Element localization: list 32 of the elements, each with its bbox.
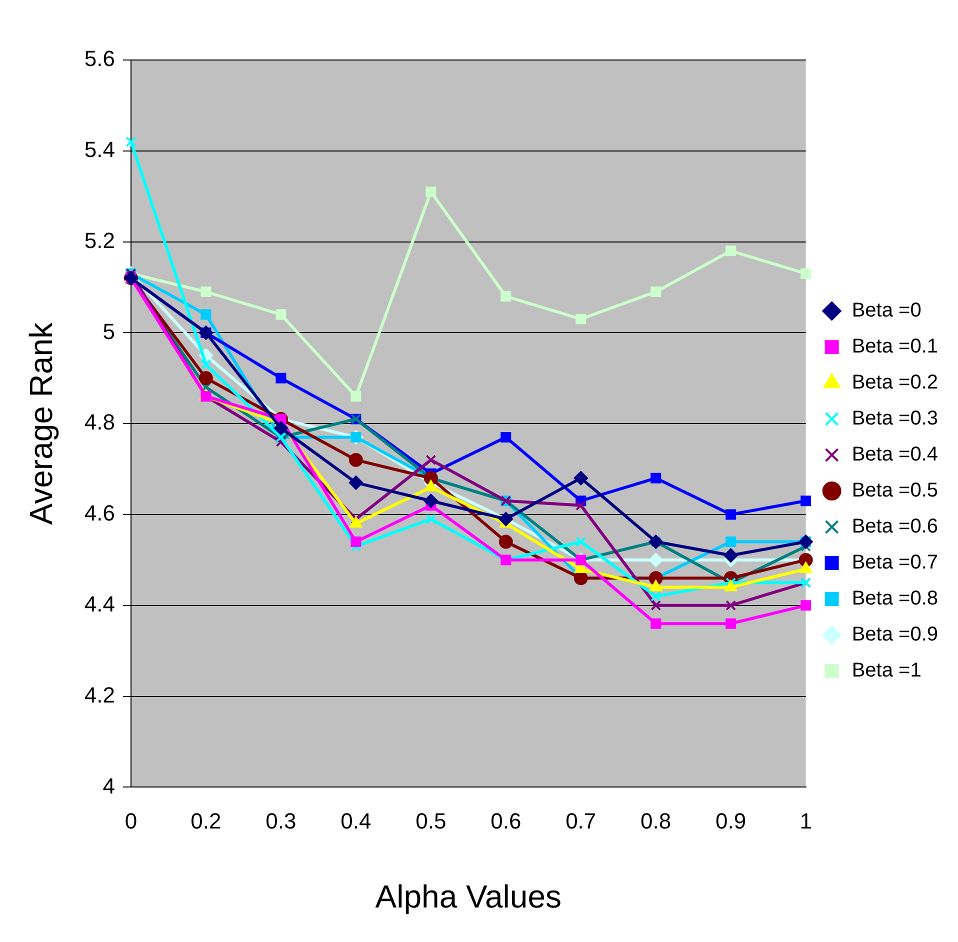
y-tick-label: 4.8	[84, 410, 115, 435]
legend-label: Beta =0.6	[852, 516, 938, 538]
x-tick-label: 0.6	[490, 808, 522, 834]
legend-label: Beta =0.4	[852, 444, 938, 466]
y-axis-title: Average Rank	[23, 322, 60, 525]
y-tick-label: 5	[102, 318, 115, 344]
legend-label: Beta =0.2	[852, 372, 938, 394]
legend-label: Beta =0.7	[852, 552, 938, 574]
x-tick-label: 1	[800, 808, 812, 834]
legend-label: Beta =0.1	[852, 336, 938, 358]
legend-label: Beta =0.3	[852, 408, 938, 430]
y-tick-label: 5.4	[84, 136, 115, 162]
x-tick-label: 0.5	[416, 808, 446, 834]
y-tick-label: 4.6	[84, 500, 115, 526]
legend-label: Beta =1	[852, 660, 922, 682]
x-tick-label: 0.4	[340, 808, 372, 834]
x-tick-label: 0.7	[566, 808, 596, 834]
x-tick-label: 0	[124, 808, 138, 834]
x-tick-label: 0.9	[716, 808, 746, 834]
x-tick-label: 0.8	[640, 808, 672, 834]
legend-label: Beta =0.5	[852, 480, 938, 502]
x-tick-label: 0.2	[190, 808, 222, 834]
legend-label: Beta =0.9	[852, 624, 938, 646]
x-axis-title: Alpha Values	[375, 878, 562, 915]
y-tick-label: 4.2	[84, 682, 115, 708]
y-tick-label: 5.2	[84, 228, 115, 253]
y-tick-label: 4.4	[84, 591, 115, 616]
x-tick-label: 0.3	[266, 808, 296, 834]
y-tick-label: 5.6	[84, 46, 115, 72]
legend-label: Beta =0	[852, 300, 922, 322]
y-tick-label: 4	[102, 773, 115, 798]
legend-label: Beta =0.8	[852, 588, 938, 610]
